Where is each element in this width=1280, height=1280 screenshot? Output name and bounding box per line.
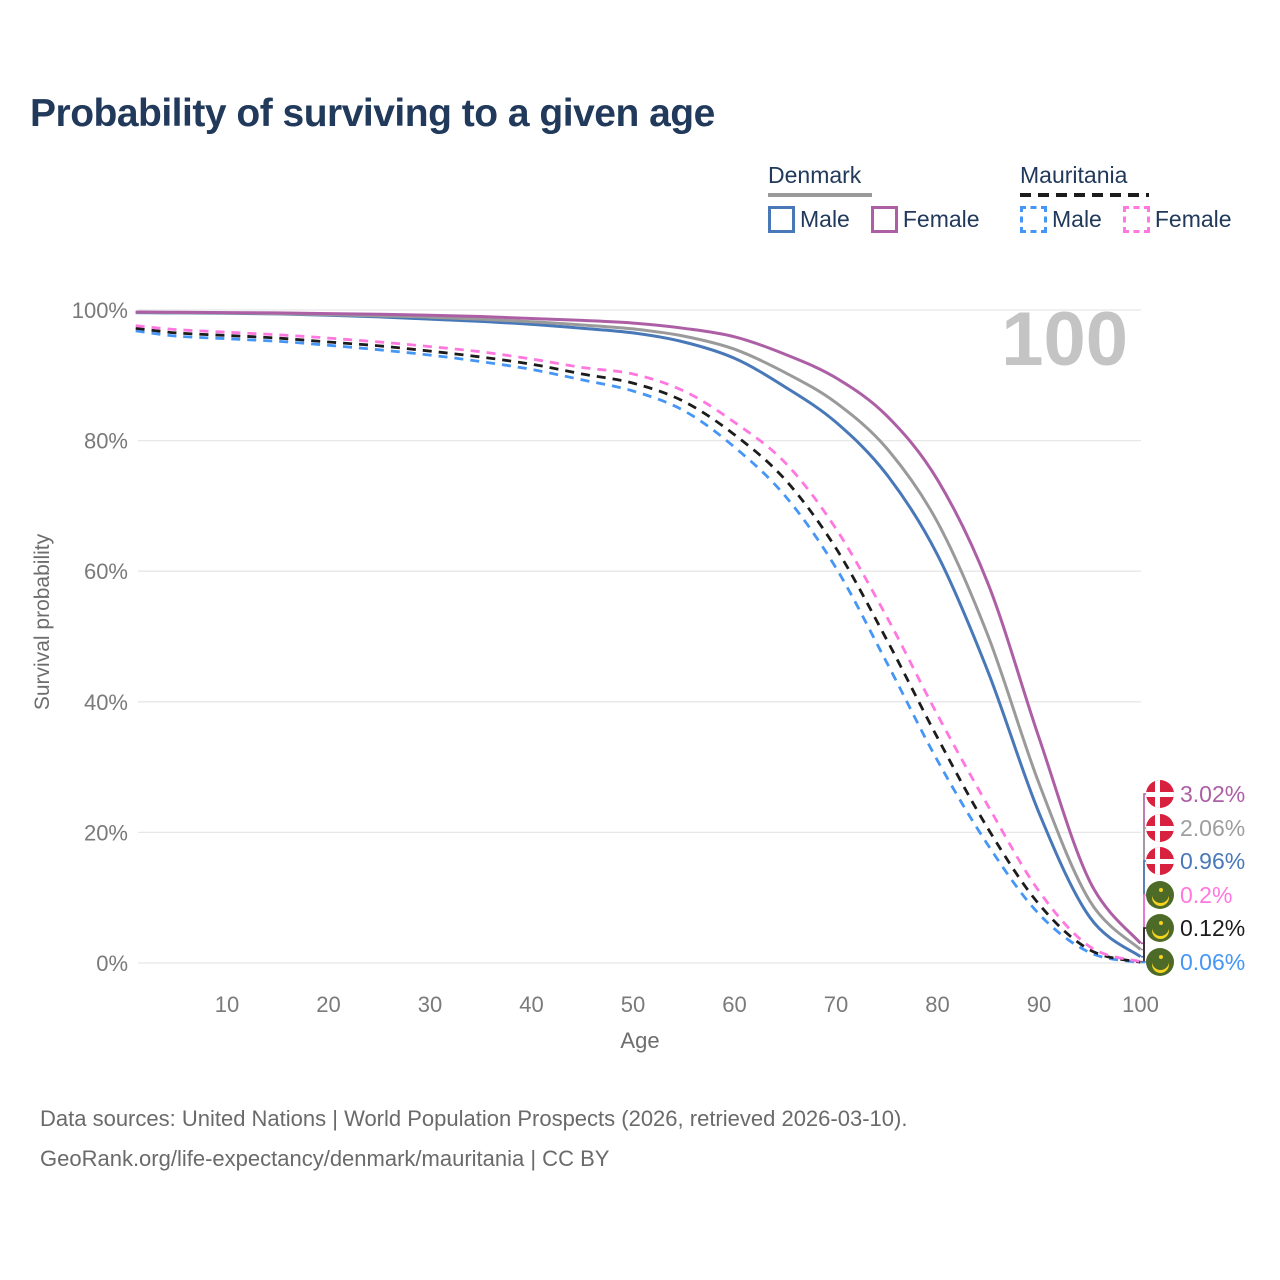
x-tick-label: 60: [722, 992, 746, 1017]
legend-item-label: Female: [1154, 206, 1232, 232]
legend-swatch-icon: [1122, 206, 1150, 233]
x-tick-label: 90: [1027, 992, 1051, 1017]
legend-group-title: Mauritania: [1020, 162, 1128, 188]
mauritania-flag-icon: [1146, 948, 1174, 976]
end-label-row-denmark-both-sexes: 2.06%: [1146, 814, 1245, 842]
x-tick-label: 30: [418, 992, 442, 1017]
curve-denmark-female: [135, 310, 1142, 945]
end-label-row-mauritania-female: 0.2%: [1146, 881, 1232, 909]
end-label-row-mauritania-male: 0.06%: [1146, 948, 1245, 976]
curve-mauritania-both-sexes: [135, 326, 1141, 964]
x-tick-label: 20: [316, 992, 340, 1017]
legend-item-label: Male: [800, 206, 850, 232]
curve-mauritania-female: [135, 324, 1141, 964]
legend-items: Male Female: [768, 206, 1001, 233]
legend-solid-line-sample: [768, 193, 872, 197]
end-label-row-denmark-male: 0.96%: [1146, 847, 1245, 875]
curve-mauritania-male: [135, 329, 1141, 964]
star-icon: [1158, 888, 1163, 892]
mauritania-flag-icon: [1146, 914, 1174, 942]
y-tick-label: 60%: [84, 559, 128, 584]
end-label-connector: [1141, 961, 1147, 964]
legend-group-denmark: Denmark Male Female: [768, 162, 1001, 233]
end-label-value: 0.12%: [1180, 914, 1246, 941]
y-tick-label: 20%: [84, 820, 128, 845]
legend-swatch-icon: [870, 206, 898, 233]
end-label-row-mauritania-both-sexes: 0.12%: [1146, 914, 1245, 942]
x-tick-label: 80: [925, 992, 949, 1017]
legend-swatch-icon: [1020, 206, 1047, 233]
legend-item-denmark-female[interactable]: Female: [870, 206, 980, 233]
star-icon: [1158, 921, 1163, 925]
x-axis-title: Age: [620, 1028, 660, 1053]
y-tick-label: 40%: [84, 690, 128, 715]
legend-item-mauritania-female[interactable]: Female: [1122, 206, 1232, 233]
legend-items: Male Female: [1020, 206, 1253, 233]
legend-swatch-icon: [768, 206, 795, 233]
x-tick-label: 50: [621, 992, 645, 1017]
legend-item-mauritania-male[interactable]: Male: [1020, 206, 1102, 233]
end-label-value: 0.06%: [1180, 948, 1246, 975]
end-label-value: 3.02%: [1180, 780, 1246, 807]
star-icon: [1158, 955, 1163, 959]
end-label-value: 0.2%: [1180, 881, 1233, 908]
y-axis-title: Survival probability: [31, 533, 54, 711]
curve-denmark-both-sexes: [135, 310, 1142, 951]
legend-group-mauritania: Mauritania Male Female: [1020, 162, 1253, 233]
x-tick-label: 40: [519, 992, 543, 1017]
denmark-flag-icon: [1146, 847, 1174, 875]
end-label-value: 2.06%: [1180, 814, 1246, 841]
footer-attribution: GeoRank.org/life-expectancy/denmark/maur…: [40, 1146, 610, 1171]
x-tick-label: 100: [1122, 992, 1159, 1017]
y-tick-label: 80%: [84, 429, 128, 454]
curve-denmark-male: [135, 311, 1142, 958]
end-label-value: 0.96%: [1180, 847, 1246, 874]
legend-item-label: Female: [902, 206, 980, 232]
legend-item-denmark-male[interactable]: Male: [768, 206, 850, 233]
denmark-flag-icon: [1146, 814, 1174, 842]
legend-dashed-line-sample: [1020, 193, 1149, 197]
mauritania-flag-icon: [1146, 881, 1174, 909]
legend-group-title: Denmark: [768, 162, 862, 188]
footer-data-sources: Data sources: United Nations | World Pop…: [40, 1106, 908, 1131]
y-tick-label: 0%: [96, 951, 128, 976]
page-title: Probability of surviving to a given age: [30, 92, 715, 135]
y-tick-label: 100%: [72, 298, 128, 323]
legend-item-label: Male: [1052, 206, 1102, 232]
denmark-flag-icon: [1146, 780, 1174, 808]
end-label-row-denmark-female: 3.02%: [1146, 780, 1245, 808]
age-watermark: 100: [1001, 297, 1128, 382]
x-tick-label: 10: [215, 992, 239, 1017]
x-tick-label: 70: [824, 992, 848, 1017]
